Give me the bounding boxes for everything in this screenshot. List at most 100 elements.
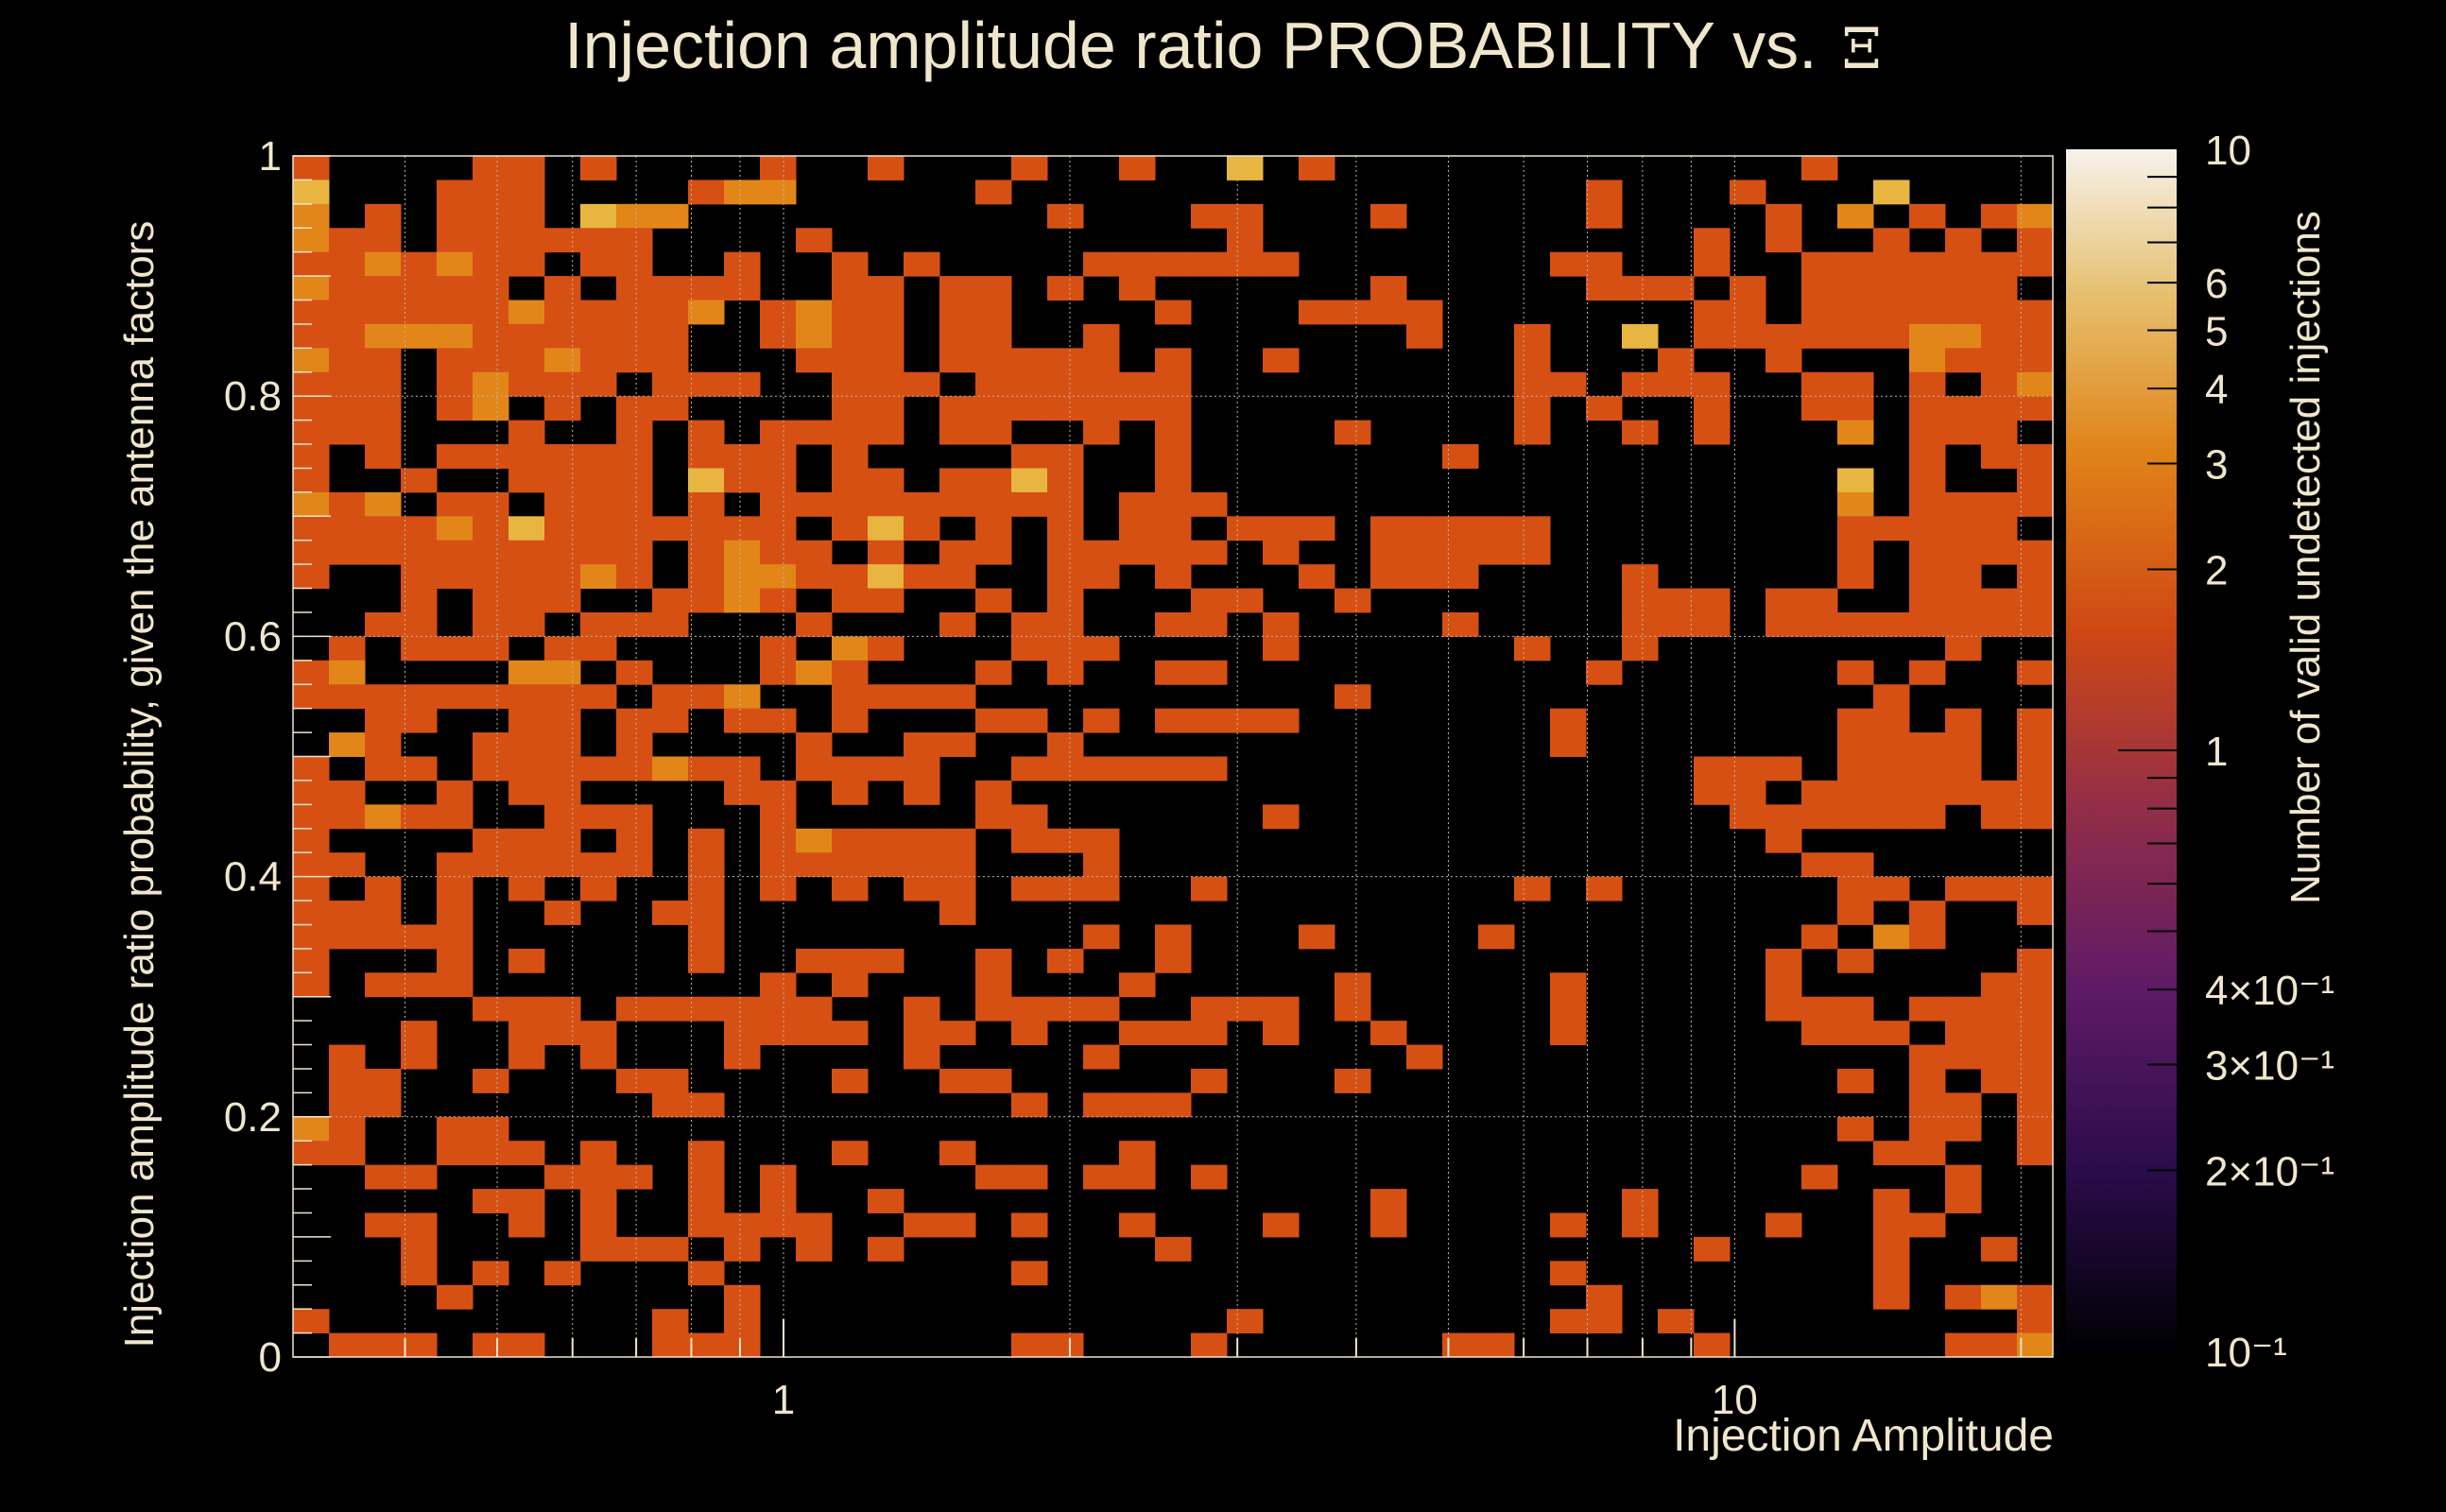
heatmap-cell — [508, 251, 545, 277]
heatmap-cell — [1191, 203, 1228, 229]
heatmap-cell — [1945, 1164, 1982, 1190]
heatmap-cell — [1622, 1212, 1659, 1238]
heatmap-cell — [2017, 1284, 2054, 1310]
heatmap-cell — [365, 371, 402, 397]
heatmap-cell — [1514, 636, 1551, 662]
heatmap-cell — [1766, 1212, 1802, 1238]
heatmap-cell — [616, 540, 653, 565]
heatmap-cell — [544, 444, 581, 469]
heatmap-cell — [1801, 156, 1838, 180]
heatmap-cell — [544, 323, 581, 349]
heatmap-cell — [939, 468, 976, 493]
heatmap-cell — [688, 924, 725, 950]
heatmap-cell — [832, 876, 869, 902]
heatmap-cell — [904, 756, 940, 782]
heatmap-cell — [1837, 756, 1874, 782]
heatmap-cell — [1945, 516, 1982, 541]
heatmap-cell — [688, 1092, 725, 1118]
heatmap-cell — [473, 684, 509, 710]
heatmap-cell — [1370, 1189, 1407, 1213]
heatmap-cell — [688, 1189, 725, 1213]
heatmap-cell — [580, 468, 617, 493]
heatmap-cell — [365, 396, 402, 421]
heatmap-cell — [1909, 756, 1946, 782]
heatmap-cell — [1837, 251, 1874, 277]
heatmap-cell — [401, 972, 438, 998]
heatmap-cell — [580, 1189, 617, 1213]
heatmap-cell — [1011, 1212, 1048, 1238]
heatmap-cell — [1837, 660, 1874, 685]
heatmap-cell — [401, 588, 438, 613]
heatmap-cell — [293, 180, 330, 205]
heatmap-cell — [1550, 1021, 1587, 1046]
heatmap-cell — [365, 300, 402, 325]
heatmap-cell — [1837, 852, 1874, 878]
heatmap-cell — [616, 1236, 653, 1262]
heatmap-cell — [1119, 540, 1156, 565]
heatmap-cell — [365, 972, 402, 998]
heatmap-cell — [1622, 636, 1659, 662]
heatmap-cell — [904, 1212, 940, 1238]
heatmap-cell — [1873, 1021, 1910, 1046]
heatmap-cell — [1011, 348, 1048, 373]
heatmap-cell — [1801, 804, 1838, 830]
heatmap-cell — [329, 1092, 366, 1118]
heatmap-cell — [975, 396, 1012, 421]
heatmap-cell — [1945, 611, 1982, 637]
heatmap-cell — [1011, 996, 1048, 1022]
heatmap-cell — [1945, 876, 1982, 902]
heatmap-cell — [329, 396, 366, 421]
heatmap-cell — [688, 276, 725, 301]
heatmap-cell — [1586, 1284, 1623, 1310]
heatmap-cell — [580, 756, 617, 782]
heatmap-cell — [1047, 996, 1084, 1022]
heatmap-cell — [1155, 756, 1192, 782]
heatmap-cell — [1406, 564, 1443, 590]
heatmap-cell — [1227, 996, 1264, 1022]
y-tick-label: 0.2 — [224, 1094, 282, 1141]
heatmap-cell — [401, 251, 438, 277]
heatmap-cell — [796, 611, 833, 637]
heatmap-cell — [365, 876, 402, 902]
heatmap-cell — [1909, 516, 1946, 541]
heatmap-cell — [939, 540, 976, 565]
heatmap-cell — [1263, 804, 1300, 830]
heatmap-cell — [616, 420, 653, 445]
heatmap-cell — [437, 276, 474, 301]
heatmap-cell — [580, 444, 617, 469]
heatmap-cell — [1442, 540, 1479, 565]
heatmap-cell — [1945, 732, 1982, 757]
chart-title-text: Injection amplitude ratio PROBABILITY vs… — [564, 9, 1817, 82]
heatmap-cell — [329, 660, 366, 685]
heatmap-cell — [724, 756, 761, 782]
heatmap-cell — [580, 491, 617, 517]
heatmap-cell — [508, 1212, 545, 1238]
heatmap-cell — [975, 804, 1012, 830]
heatmap-cell — [904, 371, 940, 397]
heatmap-cell — [760, 156, 797, 180]
heatmap-cell — [796, 828, 833, 853]
heatmap-cell — [1981, 420, 2018, 445]
heatmap-cell — [1119, 1021, 1156, 1046]
heatmap-cell — [1873, 780, 1910, 805]
heatmap-cell — [1191, 1332, 1228, 1358]
heatmap-cell — [329, 1116, 366, 1142]
heatmap-cell — [652, 1332, 689, 1358]
heatmap-cell — [437, 1141, 474, 1166]
heatmap-cell — [796, 732, 833, 757]
heatmap-cell — [724, 468, 761, 493]
heatmap-cell — [1766, 323, 1802, 349]
heatmap-cell — [1263, 636, 1300, 662]
heatmap-cell — [401, 1212, 438, 1238]
heatmap-cell — [401, 636, 438, 662]
heatmap-cell — [293, 276, 330, 301]
heatmap-cell — [293, 876, 330, 902]
heatmap-cell — [329, 276, 366, 301]
heatmap-cell — [1119, 276, 1156, 301]
heatmap-cell — [1155, 348, 1192, 373]
heatmap-cell — [473, 156, 509, 180]
heatmap-cell — [401, 468, 438, 493]
heatmap-cell — [975, 300, 1012, 325]
heatmap-cell — [1658, 611, 1695, 637]
heatmap-cell — [580, 684, 617, 710]
